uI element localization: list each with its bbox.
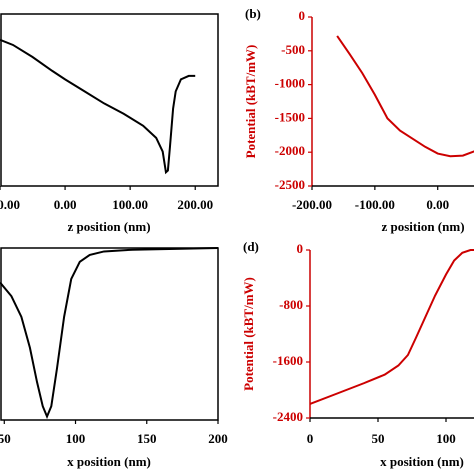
curve	[0, 247, 218, 420]
y-tick-label: -500	[281, 42, 305, 57]
y-tick-label: -2400	[273, 409, 303, 424]
x-tick-label: 100	[436, 431, 456, 446]
x-axis-label: x position (nm)	[67, 454, 151, 469]
x-axis-label: z position (nm)	[381, 219, 464, 234]
x-tick-label: -200.00	[292, 197, 332, 212]
x-tick-label: 50	[372, 431, 385, 446]
x-tick-label: 0	[307, 431, 314, 446]
y-tick-label: -1500	[275, 109, 305, 124]
plot-frame	[0, 247, 219, 421]
panel-label: (b)	[245, 6, 261, 21]
x-tick-label: 200.00	[177, 197, 213, 212]
x-tick-label: 150	[137, 431, 157, 446]
y-tick-label: -2500	[275, 177, 305, 192]
curve	[0, 38, 196, 175]
x-tick-label: -100.00	[355, 197, 395, 212]
x-tick-label: -100.00	[0, 197, 20, 212]
x-axis-label: x position (nm)	[380, 454, 464, 469]
y-axis-label: Potential (kBT/mW)	[241, 277, 256, 391]
y-tick-label: 0	[297, 241, 304, 256]
y-tick-label: 0	[299, 8, 306, 23]
y-tick-label: -1600	[273, 353, 303, 368]
curve	[310, 249, 474, 405]
plot-frame	[0, 13, 219, 187]
y-tick-label: -1000	[275, 76, 305, 91]
y-tick-label: -2000	[275, 143, 305, 158]
x-tick-label: 100.00	[112, 197, 148, 212]
x-tick-label: 0.00	[54, 197, 77, 212]
x-tick-label: 200	[208, 431, 228, 446]
panel-label: (d)	[243, 239, 259, 254]
y-axis-label: Potential (kBT/mW)	[243, 45, 258, 159]
x-tick-label: 100	[66, 431, 86, 446]
x-tick-label: 0.00	[426, 197, 449, 212]
x-tick-label: 50	[0, 431, 11, 446]
y-tick-label: -800	[279, 297, 303, 312]
curve	[336, 35, 474, 158]
x-axis-label: z position (nm)	[67, 219, 150, 234]
